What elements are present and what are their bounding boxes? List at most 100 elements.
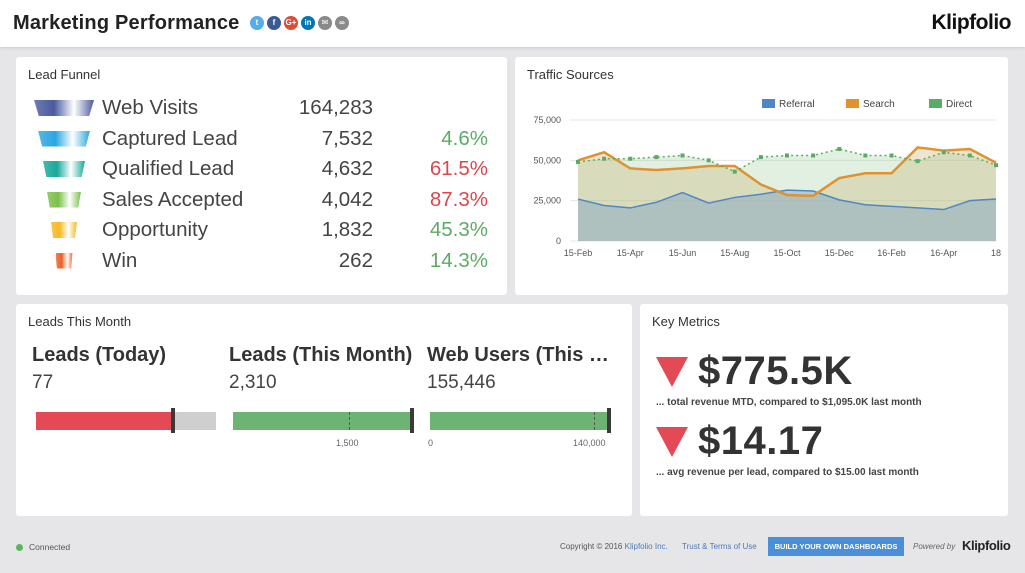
funnel-stage-icon bbox=[47, 191, 81, 208]
series-point bbox=[576, 159, 580, 164]
x-tick-label: 15-Apr bbox=[617, 248, 644, 258]
funnel-stage-value: 7,532 bbox=[321, 126, 373, 150]
metric-description: ... total revenue MTD, compared to $1,09… bbox=[656, 397, 922, 408]
target-marker bbox=[171, 408, 175, 433]
tick-label: 0 bbox=[428, 438, 434, 448]
funnel-conversion-rate: 45.3% bbox=[429, 218, 488, 241]
funnel-stage-label: Captured Lead bbox=[102, 126, 238, 150]
funnel-row: Sales Accepted 4,042 87.3% bbox=[16, 186, 507, 216]
y-tick-label: 0 bbox=[556, 236, 561, 246]
funnel-stage-label: Sales Accepted bbox=[102, 187, 244, 211]
series-area bbox=[578, 147, 996, 241]
series-point bbox=[889, 153, 894, 158]
funnel-row: Opportunity 1,832 45.3% bbox=[16, 216, 507, 246]
twitter-icon[interactable]: t bbox=[250, 16, 264, 30]
facebook-icon[interactable]: f bbox=[267, 16, 281, 30]
funnel-row: Captured Lead 7,532 4.6% bbox=[16, 125, 507, 155]
funnel-stage-icon bbox=[51, 222, 77, 238]
key-metrics-panel: Key Metrics $775.5K ... total revenue MT… bbox=[640, 304, 1008, 516]
funnel-row: Qualified Lead 4,632 61.5% bbox=[16, 155, 507, 185]
x-tick-label: 15-Oct bbox=[773, 248, 801, 258]
panel-title: Traffic Sources bbox=[527, 67, 614, 82]
email-icon[interactable]: ✉ bbox=[318, 16, 332, 30]
google-plus-icon[interactable]: G+ bbox=[284, 16, 298, 30]
funnel-stage-value: 164,283 bbox=[298, 96, 373, 119]
leads-this-month-panel: Leads This Month Leads (Today) 77 Leads … bbox=[16, 304, 632, 516]
series-line bbox=[577, 146, 997, 198]
legend-label: Referral bbox=[779, 99, 815, 110]
series-point bbox=[994, 163, 998, 168]
legend-swatch bbox=[762, 99, 775, 108]
legend-label: Search bbox=[863, 99, 895, 110]
series-point bbox=[967, 153, 972, 158]
tick-label: 140,000 bbox=[573, 438, 606, 448]
funnel-row: Web Visits 164,283 bbox=[16, 94, 507, 124]
series-point bbox=[837, 147, 842, 152]
kpi-value: 155,446 bbox=[427, 372, 496, 393]
metric-description: ... avg revenue per lead, compared to $1… bbox=[656, 467, 919, 478]
linkedin-icon[interactable]: in bbox=[301, 16, 315, 30]
series-point bbox=[863, 153, 868, 158]
build-dashboards-button[interactable]: BUILD YOUR OWN DASHBOARDS bbox=[768, 537, 904, 556]
series-point bbox=[654, 155, 659, 160]
x-tick-label: 15-Jun bbox=[669, 248, 697, 258]
bar-fill bbox=[36, 412, 171, 430]
x-tick-label: 16-Apr bbox=[930, 248, 957, 258]
funnel-stage-icon bbox=[55, 252, 73, 269]
funnel-conversion-rate: 14.3% bbox=[429, 248, 488, 272]
copyright-text: Copyright © 2016 bbox=[560, 542, 625, 551]
klipfolio-logo[interactable]: Klipfolio bbox=[931, 11, 1012, 34]
series-point bbox=[915, 159, 920, 164]
series-area bbox=[578, 190, 996, 241]
funnel-stage-label: Win bbox=[102, 248, 138, 272]
series-point bbox=[628, 156, 633, 161]
funnel-stage-icon bbox=[38, 130, 90, 147]
series-point bbox=[758, 155, 763, 160]
klipfolio-inc-link[interactable]: Klipfolio Inc. bbox=[624, 542, 668, 551]
series-point bbox=[602, 156, 607, 161]
metric-value: $14.17 bbox=[698, 419, 824, 463]
tick-label: 1,500 bbox=[336, 438, 359, 448]
lead-funnel-panel: Lead Funnel Web Visits 164,283 Captured Le… bbox=[16, 57, 507, 295]
share-icons: t f G+ in ✉ ∞ bbox=[250, 16, 349, 30]
funnel-stage-label: Qualified Lead bbox=[102, 157, 235, 180]
x-tick-label: 15-Dec bbox=[825, 248, 855, 258]
funnel-stage-label: Web Visits bbox=[102, 96, 199, 119]
target-marker bbox=[410, 408, 414, 433]
y-tick-label: 75,000 bbox=[533, 115, 561, 125]
web-users-bullet-bar bbox=[430, 408, 611, 433]
x-tick-label: 15-Feb bbox=[564, 248, 593, 258]
footer-klipfolio-logo[interactable]: Klipfolio bbox=[962, 538, 1011, 553]
y-tick-label: 50,000 bbox=[533, 155, 561, 165]
panel-title: Lead Funnel bbox=[28, 67, 101, 82]
series-point bbox=[732, 169, 737, 174]
kpi-label: Web Users (This Month) bbox=[427, 344, 617, 366]
series-point bbox=[680, 153, 685, 158]
dashboard-title: Marketing Performance bbox=[13, 12, 240, 34]
dashboard-footer: Connected Copyright © 2016 Klipfolio Inc… bbox=[0, 530, 1025, 573]
bar-fill bbox=[430, 412, 610, 430]
series-line bbox=[577, 189, 997, 211]
funnel-stage-value: 4,632 bbox=[321, 157, 373, 180]
funnel-stage-value: 262 bbox=[338, 248, 373, 272]
series-point bbox=[706, 158, 711, 163]
kpi-leads-today: Leads (Today) 77 bbox=[32, 344, 222, 394]
legend-swatch bbox=[929, 99, 942, 108]
link-icon[interactable]: ∞ bbox=[335, 16, 349, 30]
funnel-stage-icon bbox=[43, 161, 85, 177]
x-tick-label: 16-Feb bbox=[877, 248, 906, 258]
legend-label: Direct bbox=[946, 99, 972, 110]
panel-title: Leads This Month bbox=[28, 314, 132, 329]
funnel-conversion-rate: 87.3% bbox=[429, 187, 488, 211]
powered-by-label: Powered by bbox=[913, 542, 956, 551]
down-arrow-icon bbox=[656, 357, 688, 387]
x-tick-label: 18 bbox=[991, 248, 1001, 258]
series-point bbox=[941, 150, 946, 155]
dashboard-header: Marketing Performance t f G+ in ✉ ∞ Klipfolio bbox=[0, 0, 1025, 47]
funnel-stage-value: 4,042 bbox=[321, 187, 373, 211]
trust-terms-link[interactable]: Trust & Terms of Use bbox=[682, 542, 757, 551]
leads-month-bullet-bar bbox=[233, 408, 414, 433]
traffic-sources-panel: Traffic Sources 75,000 50,000 25,000 0 15-Fe… bbox=[515, 57, 1008, 295]
series-point bbox=[811, 153, 816, 158]
reference-line bbox=[594, 412, 595, 430]
